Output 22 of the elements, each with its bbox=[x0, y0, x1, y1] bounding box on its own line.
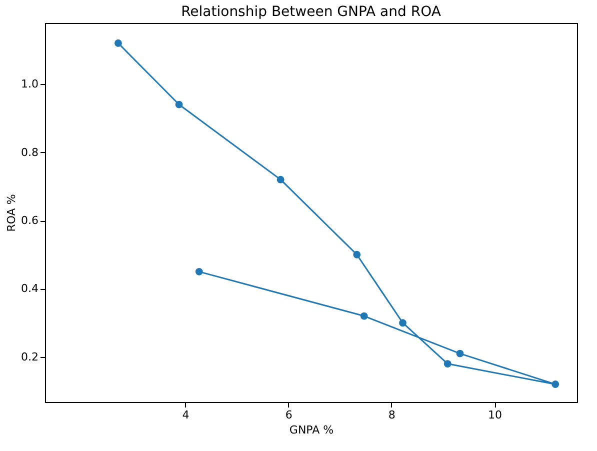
point bbox=[175, 100, 183, 108]
x-tick-label: 10 bbox=[488, 408, 502, 422]
point bbox=[276, 176, 284, 184]
x-tick-label: 8 bbox=[388, 408, 396, 422]
x-axis-title: GNPA % bbox=[289, 424, 334, 436]
y-tick-label: 0.4 bbox=[21, 282, 38, 296]
y-tick-label: 0.8 bbox=[21, 146, 38, 159]
point bbox=[353, 250, 361, 258]
x-tick-label: 4 bbox=[182, 408, 190, 422]
point bbox=[444, 360, 452, 368]
point bbox=[360, 312, 368, 320]
point bbox=[552, 380, 560, 388]
y-tick-label: 1.0 bbox=[21, 78, 38, 91]
chart-title: Relationship Between GNPA and ROA bbox=[181, 4, 442, 20]
point bbox=[456, 350, 464, 358]
y-tick-label: 0.6 bbox=[21, 214, 38, 228]
x-tick-label: 6 bbox=[285, 408, 292, 422]
point bbox=[195, 268, 203, 276]
point bbox=[114, 39, 122, 47]
y-axis-title: ROA % bbox=[5, 194, 18, 232]
point bbox=[399, 319, 406, 327]
y-tick-label: 0.2 bbox=[21, 350, 38, 364]
